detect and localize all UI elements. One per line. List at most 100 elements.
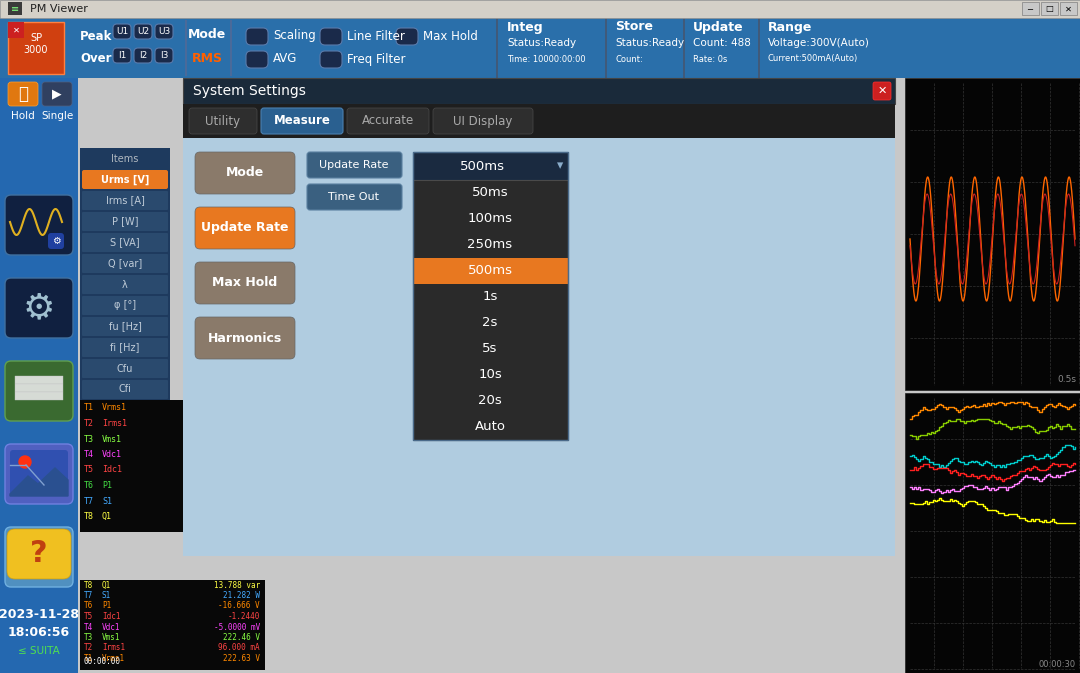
Text: Vdc1: Vdc1 [102,623,121,631]
Text: P1: P1 [102,481,112,490]
Text: Cfi: Cfi [119,384,132,394]
Bar [8,22,24,38]
FancyBboxPatch shape [195,207,295,249]
Text: Vrms1: Vrms1 [102,404,127,413]
Text: ?: ? [30,538,48,567]
Text: T7: T7 [84,591,93,600]
Polygon shape [10,468,68,496]
Text: ⚙: ⚙ [23,291,55,325]
Bar [80,580,265,670]
Text: U2: U2 [137,27,149,36]
Text: 250ms: 250ms [468,238,513,252]
FancyBboxPatch shape [82,296,168,315]
Text: 223.4: 223.4 [235,404,260,413]
FancyBboxPatch shape [5,361,73,421]
Bar [183,78,895,104]
Bar [413,232,568,258]
Text: λ: λ [122,279,127,289]
Text: Utility: Utility [205,114,241,127]
Text: 00:00:00: 00:00:00 [84,657,121,666]
Text: T5: T5 [84,612,93,621]
FancyBboxPatch shape [113,48,131,63]
Text: I2: I2 [139,51,147,60]
FancyBboxPatch shape [261,108,343,134]
Bar [496,18,498,78]
Text: Count:: Count: [615,55,643,63]
Text: Count: 488: Count: 488 [693,38,751,48]
Bar [683,18,685,78]
Text: T1: T1 [84,654,93,663]
Text: Max Hold: Max Hold [423,30,477,42]
Text: T3: T3 [84,435,94,444]
Text: T2: T2 [84,643,93,653]
FancyBboxPatch shape [6,529,71,579]
FancyBboxPatch shape [5,444,73,504]
Text: 20s: 20s [478,394,502,407]
Text: S1: S1 [102,591,111,600]
Text: 2s: 2s [483,316,498,330]
Text: P [W]: P [W] [111,217,138,227]
Bar [413,284,568,310]
Bar [80,148,170,400]
FancyBboxPatch shape [48,233,64,249]
Text: T6: T6 [84,481,94,490]
Bar [413,336,568,362]
FancyBboxPatch shape [82,212,168,231]
Text: S1: S1 [102,497,112,505]
Text: Cfu: Cfu [117,363,133,374]
Text: 96.000 mA: 96.000 mA [218,643,260,653]
FancyBboxPatch shape [320,51,342,68]
Bar [1041,2,1058,15]
Text: 13.788 var: 13.788 var [214,581,260,590]
Text: Harmonics: Harmonics [207,332,282,345]
Bar [413,180,568,440]
FancyBboxPatch shape [82,275,168,294]
Bar [183,138,895,556]
Text: Vms1: Vms1 [102,435,122,444]
Text: 0.5s: 0.5s [1057,375,1076,384]
Text: Scaling: Scaling [273,30,315,42]
Text: Urms [V]: Urms [V] [100,174,149,184]
Text: Items: Items [111,153,138,164]
FancyBboxPatch shape [113,24,131,39]
Text: Measure: Measure [273,114,330,127]
Text: 10s: 10s [478,369,502,382]
Text: ✕: ✕ [877,86,887,96]
Text: Update Rate: Update Rate [201,221,288,234]
FancyBboxPatch shape [156,48,173,63]
Text: Status:Ready: Status:Ready [507,38,576,48]
Text: fi [Hz]: fi [Hz] [110,343,139,353]
Text: 16.00: 16.00 [235,450,260,459]
Bar [413,388,568,414]
Text: φ [°]: φ [°] [113,301,136,310]
Text: Line Filter: Line Filter [347,30,405,42]
Bar [413,258,568,284]
Text: T3: T3 [84,633,93,642]
Text: fu [Hz]: fu [Hz] [109,322,141,332]
Text: T8: T8 [84,581,93,590]
Text: -16.666 V: -16.666 V [218,602,260,610]
Text: □: □ [1045,5,1053,13]
Bar [413,152,568,440]
Bar [0,0,1080,18]
Text: Vdc1: Vdc1 [102,450,122,459]
Text: I3: I3 [160,51,168,60]
Text: 222.46 V: 222.46 V [222,633,260,642]
FancyBboxPatch shape [8,82,38,106]
Bar [183,104,895,138]
Text: ≡: ≡ [11,4,19,14]
Text: 500ms: 500ms [468,264,513,277]
Text: PM Viewer: PM Viewer [30,4,87,14]
Text: ─: ─ [1027,5,1032,13]
Text: T8: T8 [84,512,94,521]
FancyBboxPatch shape [82,170,168,189]
Text: I1: I1 [118,51,126,60]
Text: 25.29: 25.29 [235,497,260,505]
Bar [1059,2,1077,15]
Text: AVG: AVG [273,52,297,65]
Bar [15,384,63,392]
Text: 50ms: 50ms [472,186,509,199]
Text: 223.3: 223.3 [235,435,260,444]
FancyBboxPatch shape [195,152,295,194]
Bar [0,18,1080,78]
